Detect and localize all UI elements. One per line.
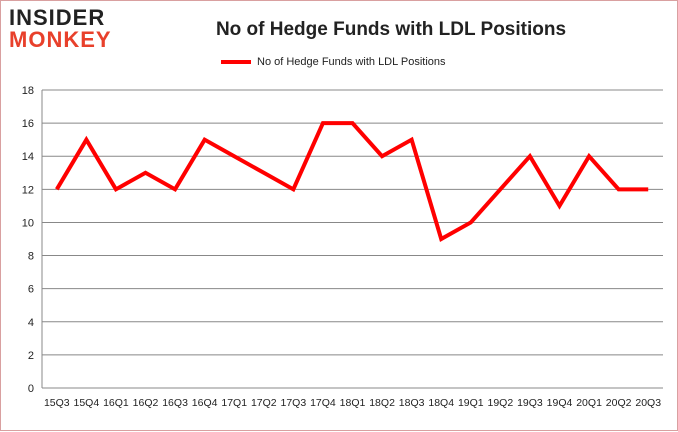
x-tick-label: 17Q3 bbox=[281, 397, 307, 409]
x-tick-label: 15Q3 bbox=[44, 397, 70, 409]
y-tick-label: 6 bbox=[28, 284, 34, 296]
y-tick-label: 10 bbox=[22, 217, 34, 229]
x-tick-label: 18Q3 bbox=[399, 397, 425, 409]
x-tick-label: 20Q3 bbox=[635, 397, 661, 409]
x-tick-label: 20Q2 bbox=[606, 397, 632, 409]
x-tick-label: 20Q1 bbox=[576, 397, 602, 409]
x-tick-label: 15Q4 bbox=[74, 397, 100, 409]
y-tick-label: 12 bbox=[22, 184, 34, 196]
x-tick-label: 17Q2 bbox=[251, 397, 277, 409]
x-tick-label: 16Q3 bbox=[162, 397, 188, 409]
x-tick-label: 17Q4 bbox=[310, 397, 336, 409]
x-tick-label: 18Q1 bbox=[340, 397, 366, 409]
x-tick-label: 17Q1 bbox=[221, 397, 247, 409]
y-tick-label: 0 bbox=[28, 383, 34, 395]
x-tick-label: 19Q4 bbox=[547, 397, 573, 409]
x-tick-label: 19Q1 bbox=[458, 397, 484, 409]
x-tick-label: 16Q2 bbox=[133, 397, 159, 409]
series-line bbox=[57, 123, 648, 239]
y-tick-label: 14 bbox=[22, 151, 34, 163]
y-tick-label: 2 bbox=[28, 350, 34, 362]
x-tick-label: 19Q3 bbox=[517, 397, 543, 409]
x-tick-label: 19Q2 bbox=[488, 397, 514, 409]
y-tick-label: 16 bbox=[22, 118, 34, 130]
y-tick-label: 4 bbox=[28, 317, 34, 329]
x-tick-label: 16Q4 bbox=[192, 397, 218, 409]
x-tick-label: 18Q4 bbox=[428, 397, 454, 409]
y-tick-label: 18 bbox=[22, 85, 34, 97]
x-tick-label: 16Q1 bbox=[103, 397, 129, 409]
y-tick-label: 8 bbox=[28, 251, 34, 263]
x-tick-label: 18Q2 bbox=[369, 397, 395, 409]
